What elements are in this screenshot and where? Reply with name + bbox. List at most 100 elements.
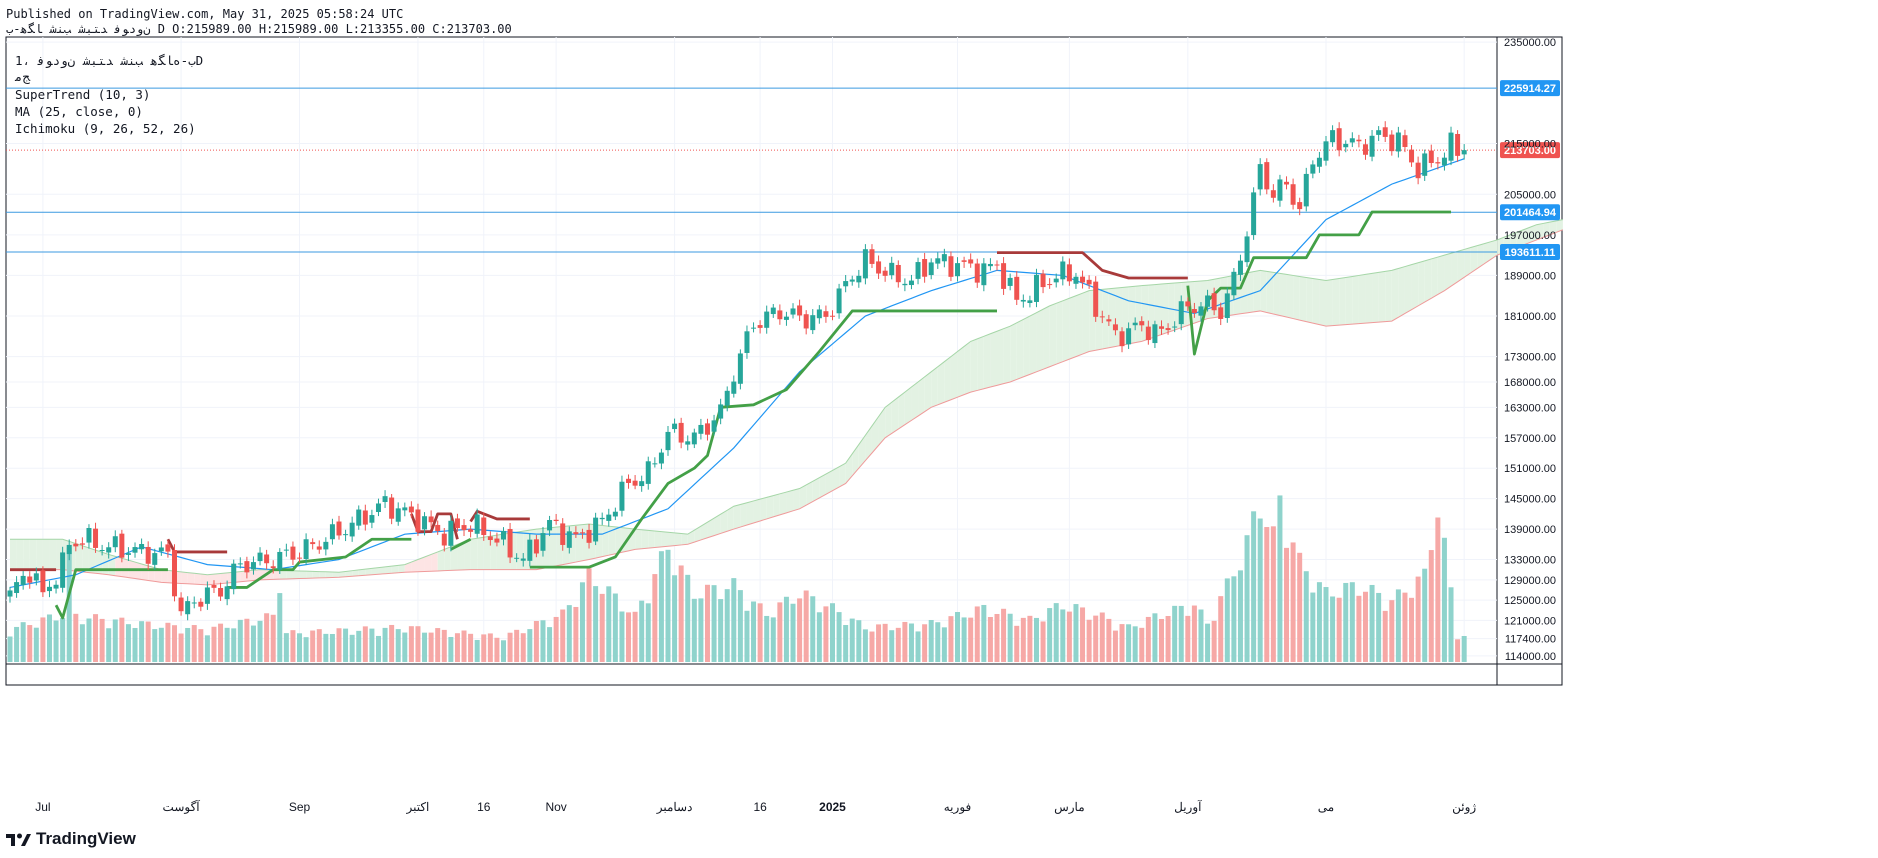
volume-bar (343, 628, 349, 662)
candle-body (632, 480, 638, 486)
volume-bars (7, 495, 1467, 662)
volume-bar (1178, 605, 1184, 662)
volume-bar (79, 624, 85, 662)
cloud-segment (753, 499, 761, 523)
cloud-segment (279, 570, 287, 580)
candle-body (1356, 139, 1362, 142)
volume-bar (783, 596, 789, 662)
cloud-segment (760, 497, 767, 521)
candle-body (639, 481, 645, 487)
volume-bar (1191, 605, 1197, 662)
cloud-segment (345, 570, 353, 577)
cloud-segment (806, 481, 813, 506)
volume-bar (1001, 608, 1007, 662)
legend-ichimoku[interactable]: Ichimoku (9, 26, 52, 26) (15, 121, 196, 136)
time-tick-label: دسامبر (656, 800, 693, 814)
volume-bar (1461, 635, 1467, 662)
published-info: Published on TradingView.com, May 31, 20… (6, 7, 404, 21)
candle-body (830, 315, 835, 317)
volume-bar (1409, 597, 1415, 662)
candle-body (204, 587, 210, 604)
candle-body (579, 532, 585, 534)
candle-body (908, 280, 914, 286)
cloud-segment (1365, 273, 1373, 324)
cloud-segment (608, 526, 616, 556)
cloud-segment (1556, 219, 1563, 233)
candle-body (369, 515, 375, 523)
supertrend-down (997, 251, 1188, 280)
cloud-segment (1056, 300, 1063, 365)
volume-bar (382, 627, 388, 662)
volume-bar (356, 630, 362, 662)
cloud-segment (1062, 298, 1070, 362)
candle-body (1382, 127, 1388, 137)
candle-body (382, 496, 388, 503)
legend-supertrend[interactable]: SuperTrend (10, 3) (15, 87, 151, 102)
volume-bar (441, 629, 447, 662)
candle-body (1145, 326, 1151, 341)
cloud-segment (1102, 288, 1109, 349)
cloud-segment (10, 539, 17, 570)
candle-body (231, 563, 237, 590)
volume-bar (527, 629, 533, 662)
price-tick-label: 157000.00 (1504, 433, 1556, 445)
cloud-segment (371, 567, 379, 575)
candle-body (948, 256, 954, 277)
volume-bar (277, 593, 283, 662)
volume-bar (1027, 615, 1033, 662)
cloud-segment (931, 366, 938, 408)
candle-body (981, 263, 987, 286)
candle-body (422, 516, 428, 530)
candle-body (1073, 276, 1079, 284)
time-axis: Jul آگوست Sep اکتبر 16 Nov دسامبر 16 2025 فوریه ما… (35, 799, 1476, 814)
cloud-segment (246, 570, 254, 582)
candle-body (1336, 128, 1342, 151)
candle-body (685, 441, 691, 445)
cloud-segment (1457, 249, 1465, 282)
cloud-segment (694, 526, 701, 543)
volume-bar (1007, 613, 1013, 662)
cloud-segment (799, 484, 807, 509)
cloud-segment (398, 564, 405, 573)
volume-bar (1132, 626, 1138, 662)
volume-bar (895, 627, 901, 662)
volume-bar (744, 610, 750, 662)
candle-body (152, 553, 158, 565)
cloud-segment (997, 328, 1004, 386)
legend-ma[interactable]: MA (25, close, 0) (15, 104, 143, 119)
candle-body (415, 509, 421, 532)
volume-bar (869, 631, 875, 662)
volume-bar (1455, 639, 1461, 662)
cloud-segment (385, 566, 392, 574)
cloud-segment (1464, 247, 1471, 278)
candle-body (566, 531, 572, 548)
candle-body (599, 517, 605, 520)
candle-body (810, 315, 816, 331)
candle-body (356, 509, 362, 526)
cloud-segment (411, 559, 418, 572)
cloud-segment (1424, 258, 1432, 303)
candle-body (1422, 153, 1428, 176)
volume-bar (1441, 537, 1447, 662)
volume-bar (1152, 613, 1158, 662)
candle-body (408, 506, 414, 513)
candle-body (1132, 322, 1138, 326)
cloud-segment (1168, 283, 1175, 333)
volume-bar (1376, 592, 1382, 662)
candle-body (1191, 309, 1197, 313)
cloud-segment (1358, 274, 1366, 324)
price-tick-label: 151000.00 (1504, 463, 1556, 475)
volume-bar (948, 616, 954, 662)
tradingview-brand[interactable]: TradingView (6, 829, 136, 849)
candle-body (1297, 202, 1303, 210)
candle-body (816, 309, 822, 319)
cloud-segment (964, 341, 971, 395)
candle-body (172, 550, 177, 597)
header-ohlc: D O:215989.00 H:215989.00 L:213355.00 C:… (157, 22, 512, 36)
candle-body (1310, 164, 1316, 174)
volume-bar (224, 627, 230, 662)
cloud-segment (1385, 270, 1392, 322)
volume-bar (955, 612, 961, 662)
cloud-segment (36, 539, 43, 570)
